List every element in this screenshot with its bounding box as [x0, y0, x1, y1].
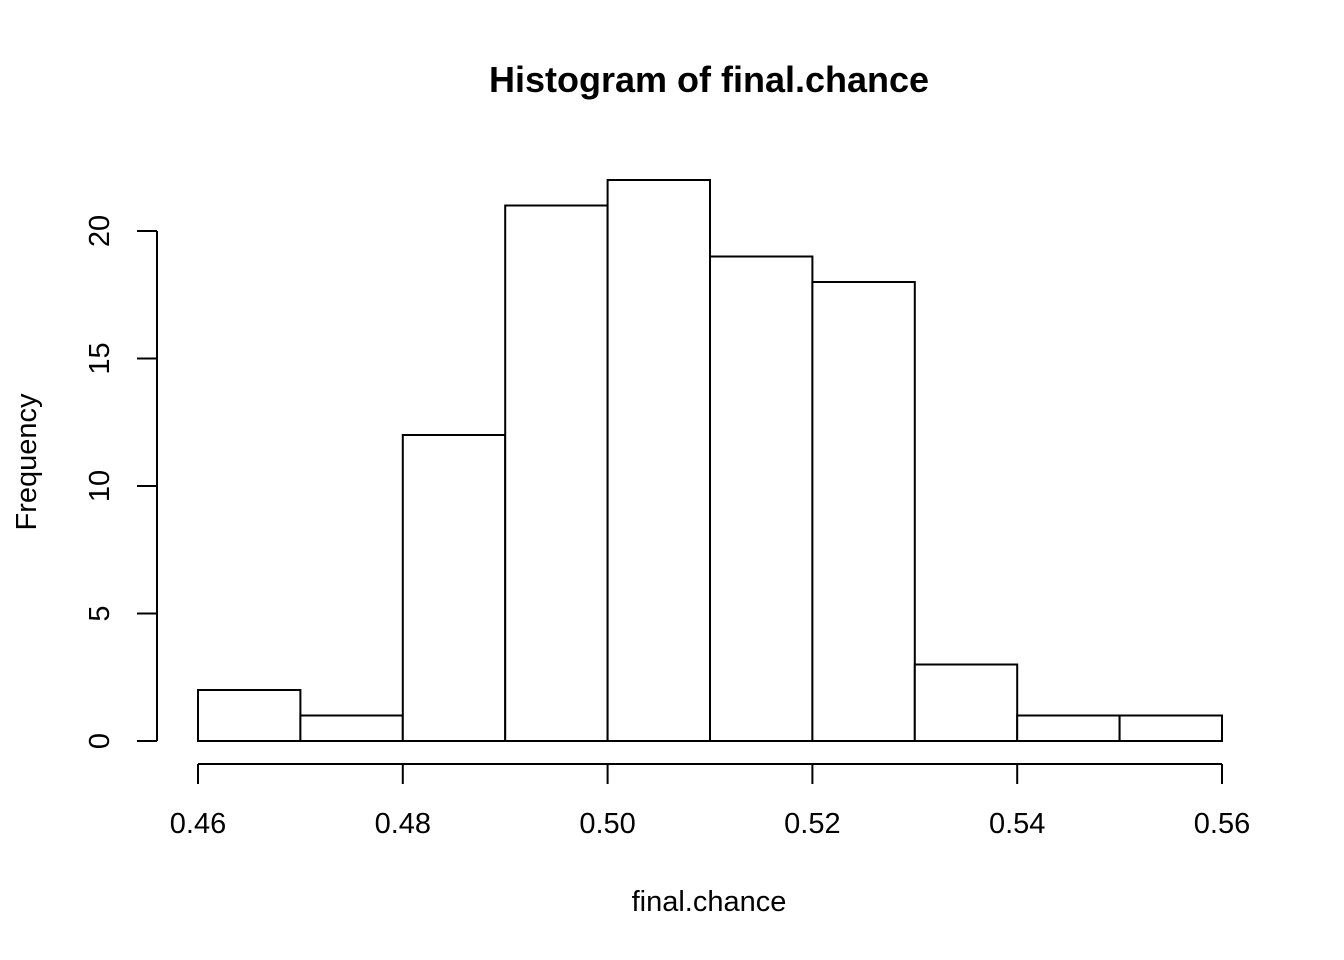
y-axis-label: Frequency: [11, 393, 43, 531]
histogram-bar: [811, 281, 916, 742]
x-tick-label: 0.48: [375, 808, 431, 840]
histogram-bar: [709, 255, 814, 742]
x-tick-label: 0.46: [170, 808, 226, 840]
histogram-bar: [401, 434, 507, 742]
histogram-bar: [913, 663, 1019, 742]
x-tick-label: 0.50: [579, 808, 635, 840]
y-axis: 0 5 10 15 20: [84, 215, 158, 749]
histogram-bar: [197, 689, 302, 742]
x-tick-label: 0.56: [1194, 808, 1250, 840]
bars-group: [197, 179, 1223, 742]
histogram-bar: [606, 179, 711, 742]
x-axis-label: final.chance: [632, 886, 787, 918]
y-tick-label: 10: [84, 470, 116, 502]
x-axis: 0.46 0.48 0.50 0.52 0.54 0.56: [170, 763, 1250, 840]
histogram-bar: [299, 714, 404, 742]
x-tick-label: 0.54: [989, 808, 1045, 840]
x-tick-label: 0.52: [784, 808, 840, 840]
y-tick-label: 15: [84, 342, 116, 374]
y-tick-label: 0: [84, 733, 116, 749]
histogram-bar: [1118, 714, 1223, 742]
histogram-bar: [1016, 714, 1121, 742]
y-tick-label: 20: [84, 215, 116, 247]
chart-title: Histogram of final.chance: [489, 59, 929, 100]
y-tick-label: 5: [84, 605, 116, 621]
histogram-bar: [504, 204, 609, 742]
